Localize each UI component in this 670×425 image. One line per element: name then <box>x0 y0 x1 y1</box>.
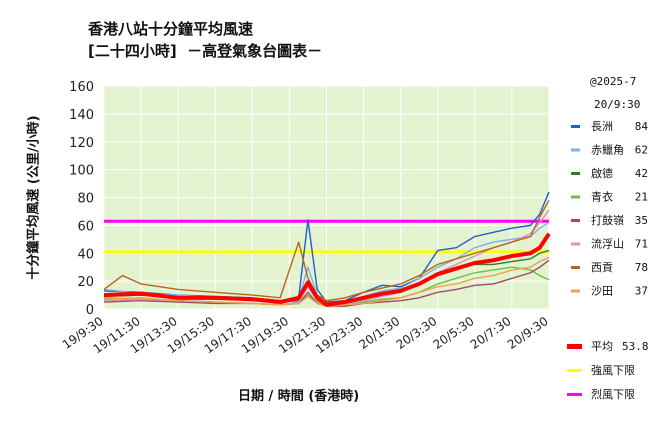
update-timestamp-date: @2025-7 <box>590 75 637 88</box>
y-tick-label: 120 <box>69 136 94 151</box>
legend-swatch <box>571 242 580 246</box>
legend-value: 71 <box>635 238 648 251</box>
y-tick-label: 80 <box>77 192 94 207</box>
legend-label: 赤鱲角 <box>591 144 624 157</box>
legend-swatch <box>571 289 580 293</box>
x-tick-label: 20/1:30 <box>356 314 402 352</box>
legend-swatch <box>571 148 580 152</box>
legend-label: 西貢 <box>591 261 613 274</box>
legend-value: 37 <box>635 285 648 298</box>
legend-label: 沙田 <box>591 285 613 298</box>
legend-label: 強風下限 <box>591 364 635 377</box>
y-axis-label: 十分鐘平均風速 (公里/小時) <box>26 115 42 280</box>
x-axis-label: 日期 / 時間 (香港時) <box>238 389 360 404</box>
legend-label: 長洲 <box>591 120 613 133</box>
chart-title-line2: [二十四小時] －高登氣象台圖表－ <box>88 42 323 60</box>
legend-value: 42 <box>635 167 648 180</box>
y-tick-label: 20 <box>77 275 94 290</box>
chart-title-line1: 香港八站十分鐘平均風速 <box>88 20 254 38</box>
legend-swatch <box>567 393 582 396</box>
legend-value: 53.8 <box>622 340 649 353</box>
x-tick-label: 20/9:30 <box>505 314 551 352</box>
series-line <box>103 232 551 307</box>
legend-label: 平均 <box>591 340 613 353</box>
legend-label: 烈風下限 <box>591 387 635 401</box>
legend-value: 21 <box>635 191 648 204</box>
legend-swatch <box>571 172 580 175</box>
legend-swatch <box>567 344 582 349</box>
legend-value: 84 <box>635 120 649 133</box>
y-tick-label: 0 <box>86 303 94 318</box>
y-tick-label: 100 <box>69 164 94 179</box>
x-tick-label: 20/3:30 <box>394 314 440 352</box>
update-timestamp-time: 20/9:30 <box>594 98 641 111</box>
legend-swatch <box>571 266 580 269</box>
legend-label: 青衣 <box>591 190 613 204</box>
legend-label: 啟德 <box>591 166 613 180</box>
legend-swatch <box>571 219 580 222</box>
legend-swatch <box>567 369 582 372</box>
legend-label: 流浮山 <box>591 237 624 251</box>
legend-swatch <box>571 195 580 199</box>
y-tick-label: 160 <box>69 80 94 95</box>
series-line <box>103 256 550 307</box>
y-tick-label: 40 <box>77 247 94 262</box>
y-tick-label: 60 <box>77 219 94 234</box>
x-tick-label: 20/7:30 <box>468 314 514 352</box>
legend-swatch <box>571 125 580 128</box>
legend-value: 78 <box>635 261 648 274</box>
x-tick-label: 20/5:30 <box>431 314 477 352</box>
series-line <box>103 199 550 302</box>
legend-value: 35 <box>635 214 648 227</box>
legend-label: 打鼓嶺 <box>591 213 624 227</box>
y-tick-label: 140 <box>69 108 94 123</box>
legend-value: 62 <box>635 144 648 157</box>
